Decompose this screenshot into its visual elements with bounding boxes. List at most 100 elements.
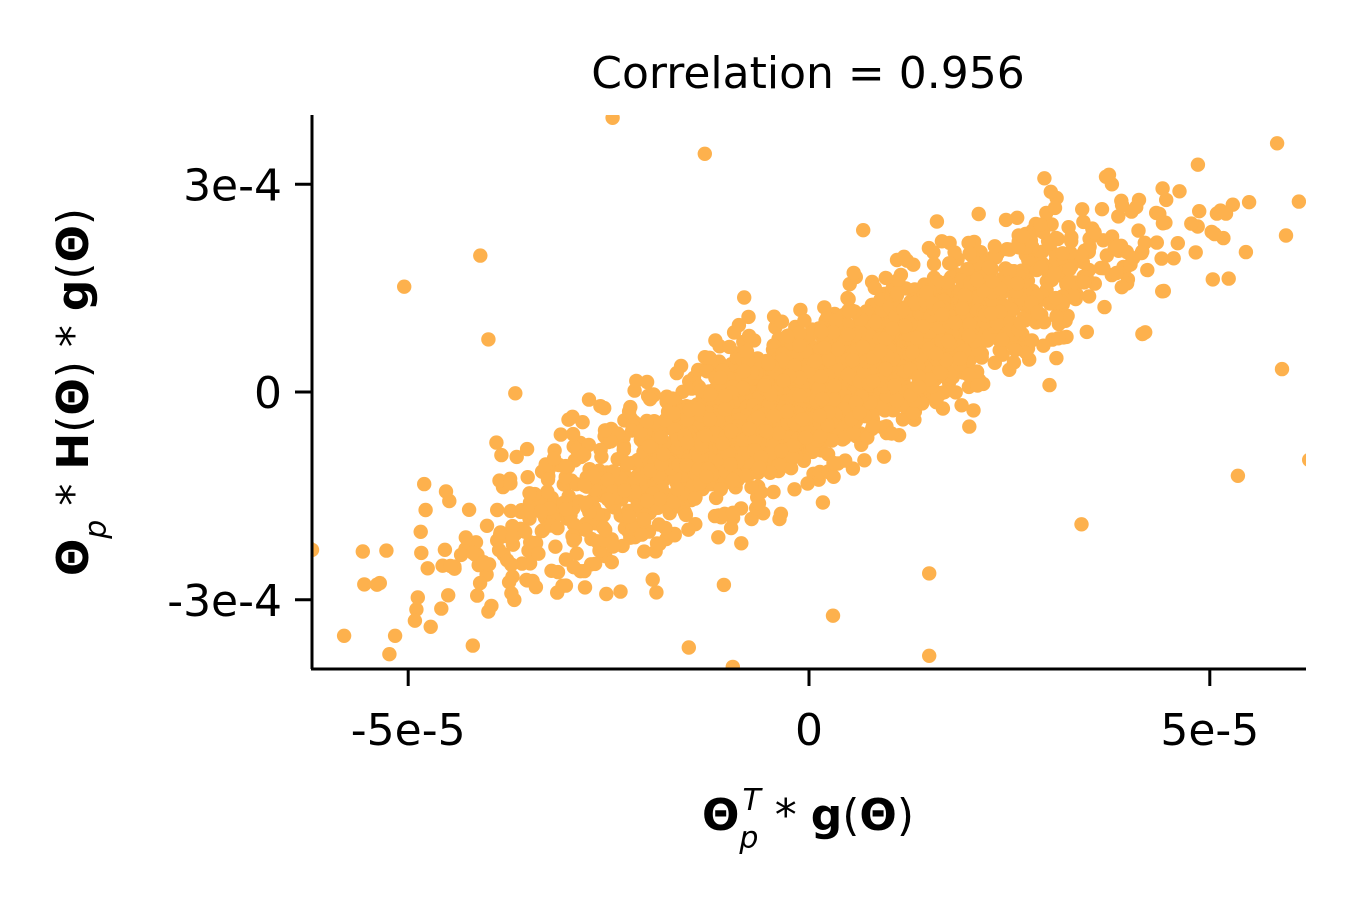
scatter-point (523, 504, 538, 520)
scatter-point (1030, 304, 1045, 320)
scatter-point (1238, 244, 1254, 260)
y-tick-label: -3e-4 (167, 576, 282, 627)
scatter-point (491, 542, 507, 558)
scatter-point (622, 509, 637, 524)
scatter-point (794, 412, 810, 427)
scatter-point (865, 419, 881, 434)
scatter-point (825, 608, 841, 623)
scatter-point (970, 378, 985, 393)
scatter-point (465, 545, 481, 561)
scatter-point (932, 365, 948, 380)
scatter-point (797, 313, 812, 328)
scatter-point (417, 476, 432, 492)
scatter-point (761, 356, 776, 371)
scatter-point (379, 543, 394, 558)
scatter-point (681, 522, 696, 537)
scatter-point (779, 404, 794, 420)
scatter-point (798, 430, 813, 445)
scatter-point (919, 285, 934, 300)
scatter-point (528, 579, 544, 595)
scatter-point (1015, 229, 1031, 244)
scatter-point (807, 353, 823, 369)
scatter-point (817, 300, 832, 315)
scatter-point (922, 372, 937, 387)
scatter-point (1033, 217, 1048, 232)
scatter-point (598, 522, 613, 538)
scatter-point (1096, 261, 1111, 276)
scatter-point (774, 443, 789, 458)
scatter-point (860, 430, 875, 445)
scatter-point (726, 325, 742, 340)
scatter-point (578, 495, 593, 510)
scatter-point (666, 494, 682, 509)
scatter-point (603, 434, 618, 449)
scatter-point (739, 344, 755, 359)
scatter-point (336, 628, 352, 643)
scatter-point (1109, 265, 1124, 281)
scatter-point (957, 288, 972, 303)
scatter-point (509, 449, 524, 465)
scatter-point (820, 418, 835, 433)
scatter-point (1037, 171, 1052, 186)
scatter-point (792, 388, 808, 403)
scatter-point (793, 302, 808, 318)
scatter-point (811, 380, 826, 396)
scatter-point (540, 472, 556, 487)
scatter-point (841, 327, 856, 342)
scatter-point (1033, 260, 1049, 275)
scatter-point (948, 315, 963, 331)
scatter-point (503, 476, 518, 491)
scatter-point (531, 546, 546, 561)
scatter-point (613, 584, 628, 599)
scatter-point (566, 560, 581, 575)
scatter-point (702, 350, 717, 365)
scatter-point (803, 326, 818, 342)
scatter-point (1274, 361, 1290, 377)
scatter-point (735, 432, 751, 448)
scatter-point (407, 613, 423, 628)
scatter-point (713, 370, 728, 385)
scatter-point (783, 461, 799, 476)
y-axis-label: Θp * H(Θ) * g(Θ) (48, 208, 114, 576)
scatter-point (501, 575, 517, 590)
scatter-point (737, 290, 752, 305)
scatter-point (852, 405, 867, 421)
scatter-point (891, 272, 906, 287)
scatter-point (645, 572, 660, 587)
scatter-point (969, 273, 985, 288)
scatter-point (855, 339, 871, 354)
x-tick-label: -5e-5 (351, 705, 466, 756)
scatter-point (670, 482, 685, 497)
x-tick-label: 0 (795, 705, 823, 756)
scatter-point (1302, 453, 1306, 467)
scatter-point (961, 367, 976, 382)
scatter-point (1048, 290, 1063, 306)
scatter-point (725, 472, 741, 488)
scatter-point (533, 504, 549, 519)
scatter-point (826, 469, 841, 484)
scatter-point (636, 512, 652, 527)
scatter-point (948, 385, 963, 400)
scatter-point (1156, 283, 1172, 299)
scatter-point (453, 547, 469, 563)
scatter-point (470, 588, 485, 603)
scatter-point (1192, 204, 1207, 219)
scatter-point (577, 447, 592, 463)
scatter-point (838, 453, 853, 468)
scatter-point (681, 640, 696, 655)
scatter-point (814, 324, 829, 339)
scatter-point (605, 115, 620, 125)
scatter-point (1155, 181, 1170, 196)
scatter-point (442, 493, 457, 509)
y-tick-label: 3e-4 (183, 160, 282, 211)
scatter-point (1230, 468, 1246, 483)
y-axis-ticks: -3e-4 0 3e-4 (167, 160, 312, 627)
scatter-point (643, 463, 658, 478)
scatter-point (599, 586, 614, 602)
scatter-point (522, 486, 537, 501)
scatter-point (639, 374, 655, 390)
scatter-point (1278, 228, 1294, 243)
scatter-point (518, 524, 533, 539)
scatter-point (816, 340, 832, 355)
